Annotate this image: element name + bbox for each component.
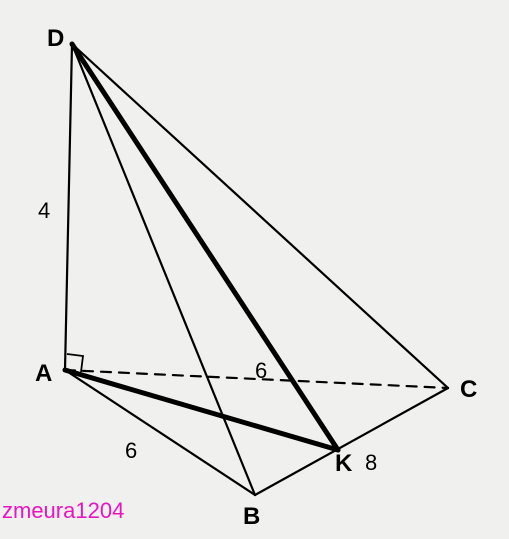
length-DA: 4: [38, 200, 50, 222]
label-A: A: [35, 362, 52, 386]
length-AC: 6: [255, 360, 267, 382]
geometry-diagram: [0, 0, 509, 539]
length-KC: 8: [365, 452, 377, 474]
label-D: D: [47, 27, 64, 51]
length-AB: 6: [125, 440, 137, 462]
label-K: K: [335, 452, 352, 476]
label-C: C: [460, 378, 477, 402]
watermark-text: zmeura1204: [2, 500, 124, 522]
label-B: B: [243, 505, 260, 529]
